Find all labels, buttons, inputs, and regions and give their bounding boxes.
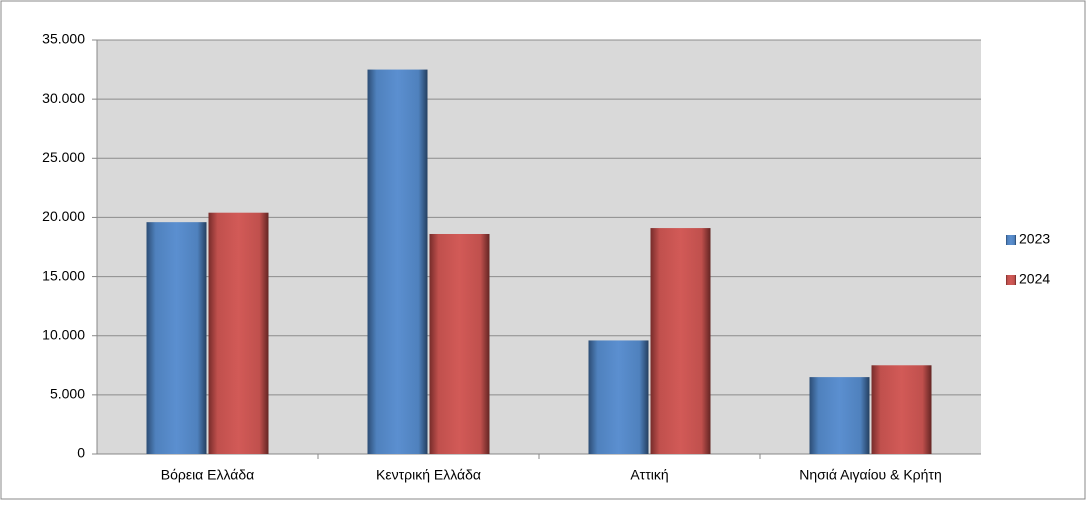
- legend-label: 2024: [1019, 271, 1050, 287]
- y-tick-label: 0: [77, 445, 85, 461]
- y-tick-label: 5.000: [50, 386, 85, 402]
- bar: [809, 377, 870, 454]
- legend-label: 2023: [1019, 231, 1050, 247]
- x-tick-label: Νησιά Αιγαίου & Κρήτη: [799, 467, 941, 483]
- y-tick-label: 35.000: [42, 31, 85, 47]
- y-tick-label: 15.000: [42, 267, 85, 283]
- bar: [650, 228, 711, 454]
- x-tick-label: Αττική: [630, 467, 668, 483]
- legend-swatch: [1006, 235, 1016, 245]
- legend-swatch: [1006, 275, 1016, 285]
- bar: [588, 340, 649, 454]
- y-tick-label: 25.000: [42, 149, 85, 165]
- bar: [429, 233, 490, 454]
- x-tick-label: Κεντρική Ελλάδα: [376, 467, 481, 483]
- x-tick-label: Βόρεια Ελλάδα: [161, 467, 255, 483]
- bar: [208, 212, 269, 454]
- y-tick-label: 30.000: [42, 90, 85, 106]
- bar: [367, 69, 428, 455]
- bar: [146, 222, 207, 454]
- y-tick-label: 10.000: [42, 326, 85, 342]
- bar: [871, 365, 932, 454]
- y-tick-label: 20.000: [42, 208, 85, 224]
